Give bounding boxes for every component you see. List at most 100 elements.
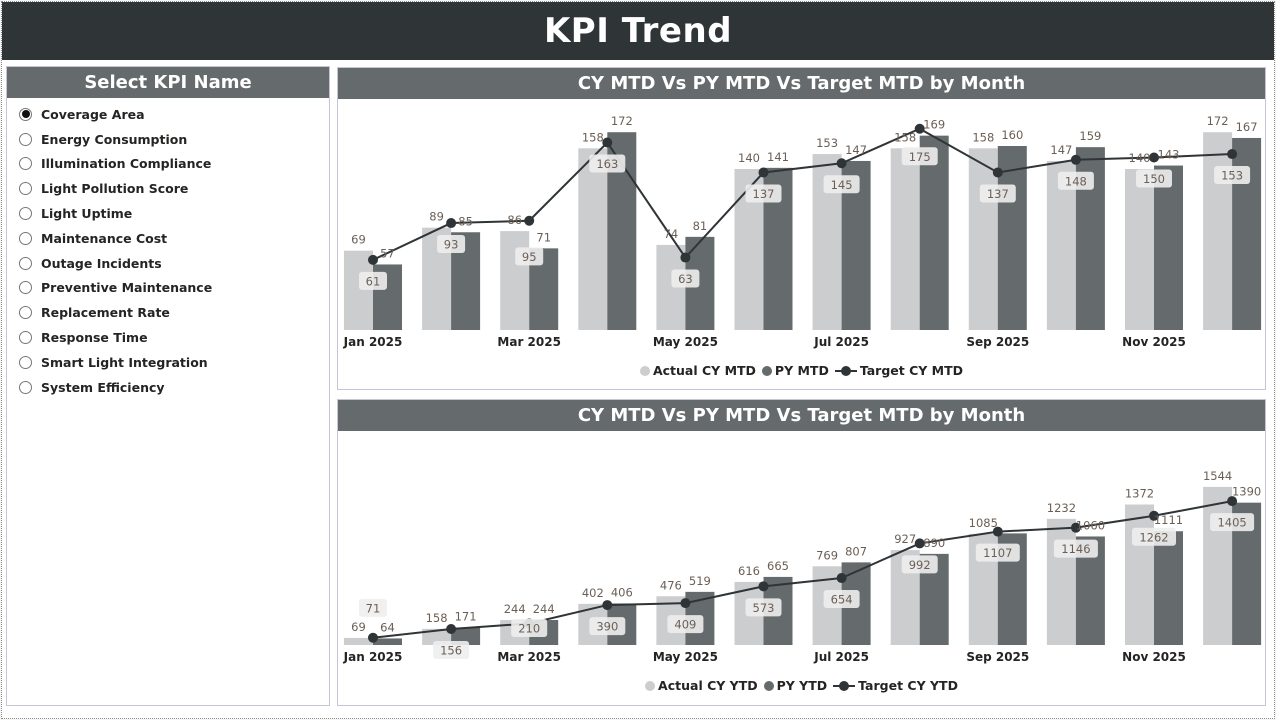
chart-title: CY MTD Vs PY MTD Vs Target MTD by Month [338, 68, 1265, 99]
legend-cy-marker-icon [645, 680, 656, 691]
x-tick-label: May 2025 [653, 650, 718, 664]
data-label-target-box [901, 555, 938, 574]
data-label-target-box [515, 247, 544, 266]
data-label-cy: 158 [582, 130, 604, 144]
data-label-py: 160 [1001, 128, 1023, 142]
legend-item-cy[interactable]: Actual CY MTD [639, 363, 756, 378]
radio-button-icon[interactable] [19, 306, 32, 320]
data-label-target: 210 [518, 622, 540, 636]
radio-button-icon[interactable] [19, 355, 32, 369]
target-line [372, 127, 1233, 261]
data-label-target-box [1132, 527, 1176, 546]
data-label-target-box [437, 235, 466, 254]
kpi-option[interactable]: Outage Incidents [19, 251, 329, 276]
data-label-py: 147 [845, 143, 867, 157]
data-label-cy: 69 [351, 233, 366, 247]
target-point [524, 215, 535, 226]
radio-button-icon[interactable] [19, 207, 32, 221]
data-label-cy: 616 [738, 564, 760, 578]
kpi-option[interactable]: System Efficiency [19, 375, 329, 400]
target-point [914, 538, 925, 549]
x-tick-label: May 2025 [653, 335, 718, 349]
data-label-target: 1405 [1217, 516, 1246, 530]
kpi-option-label: Replacement Rate [41, 305, 170, 321]
data-label-target: 150 [1143, 172, 1165, 186]
radio-button-icon[interactable] [19, 256, 32, 270]
data-label-cy: 147 [1050, 143, 1072, 157]
data-label-target: 95 [522, 250, 537, 264]
kpi-option[interactable]: Smart Light Integration [19, 350, 329, 375]
kpi-option[interactable]: Illumination Compliance [19, 152, 329, 177]
data-label-target: 1107 [983, 546, 1012, 560]
target-point [368, 254, 378, 265]
data-label-target-box [589, 617, 626, 636]
legend-item-target[interactable]: Target CY MTD [834, 363, 963, 378]
x-tick-label: Sep 2025 [966, 335, 1029, 349]
data-label-py: 141 [767, 150, 789, 164]
kpi-option[interactable]: Light Uptime [19, 201, 329, 226]
legend-item-py[interactable]: PY MTD [761, 363, 829, 378]
data-label-cy: 86 [507, 213, 522, 227]
radio-button-icon[interactable] [19, 182, 32, 196]
kpi-option[interactable]: Replacement Rate [19, 300, 329, 325]
kpi-option-label: Energy Consumption [41, 131, 188, 147]
data-label-target-box [1214, 166, 1251, 185]
radio-button-icon[interactable] [19, 157, 32, 171]
kpi-option-label: Light Uptime [41, 206, 133, 222]
data-label-cy: 158 [894, 130, 916, 144]
data-label-target: 145 [831, 178, 853, 192]
kpi-option[interactable]: Coverage Area [19, 102, 329, 127]
radio-button-icon[interactable] [19, 331, 32, 345]
kpi-option[interactable]: Maintenance Cost [19, 226, 329, 251]
kpi-option[interactable]: Light Pollution Score [19, 176, 329, 201]
data-label-cy: 1085 [969, 516, 998, 530]
data-label-cy: 158 [972, 130, 994, 144]
data-label-target: 1262 [1139, 530, 1168, 544]
data-label-target-box [667, 615, 704, 634]
bar-py [451, 627, 481, 645]
data-label-target-box [901, 147, 938, 166]
data-label-target: 148 [1065, 174, 1087, 188]
kpi-option-label: Maintenance Cost [41, 230, 168, 246]
bar-py [1154, 165, 1183, 330]
bar-py [919, 135, 949, 330]
kpi-radio-list: Coverage Area Energy Consumption Illuminat… [7, 98, 329, 400]
legend-item-target[interactable]: Target CY YTD [833, 678, 958, 693]
target-point [602, 600, 613, 611]
radio-button-icon[interactable] [19, 132, 32, 146]
radio-button-icon[interactable] [19, 281, 32, 295]
ytd-chart-panel: CY MTD Vs PY MTD Vs Target MTD by Month … [337, 399, 1266, 706]
kpi-option[interactable]: Preventive Maintenance [19, 276, 329, 301]
kpi-selector-title: Select KPI Name [7, 67, 329, 98]
legend-item-cy[interactable]: Actual CY YTD [645, 678, 758, 693]
data-label-cy: 89 [429, 210, 444, 224]
radio-button-icon[interactable] [19, 107, 32, 121]
data-label-cy: 1544 [1203, 469, 1232, 483]
target-point [446, 624, 457, 635]
kpi-option[interactable]: Response Time [19, 325, 329, 350]
data-label-py: 519 [689, 574, 711, 588]
kpi-option[interactable]: Energy Consumption [19, 127, 329, 152]
data-label-target-box [745, 184, 782, 203]
data-label-target-box [671, 269, 700, 288]
bar-cy [422, 628, 452, 645]
data-label-cy: 172 [1207, 114, 1229, 128]
data-label-py: 1390 [1232, 485, 1261, 499]
data-label-cy: 476 [660, 578, 682, 592]
kpi-option-label: Outage Incidents [41, 255, 162, 271]
legend-item-py[interactable]: PY YTD [763, 678, 827, 693]
data-label-target: 1146 [1061, 542, 1090, 556]
data-label-cy: 140 [1129, 151, 1151, 165]
radio-button-icon[interactable] [19, 380, 32, 394]
data-label-cy: 140 [738, 151, 760, 165]
data-label-py: 890 [923, 536, 945, 550]
data-label-target-box [823, 175, 860, 194]
x-tick-label: Mar 2025 [497, 335, 561, 349]
chart-legend: Actual CY MTD PY MTD Target CY MTD [338, 363, 1265, 378]
data-label-target-box [823, 590, 860, 609]
x-tick-label: Sep 2025 [966, 650, 1029, 664]
radio-button-icon[interactable] [19, 231, 32, 245]
data-label-target-box [1053, 539, 1098, 558]
bar-cy [890, 148, 920, 330]
data-label-target: 992 [909, 558, 931, 572]
